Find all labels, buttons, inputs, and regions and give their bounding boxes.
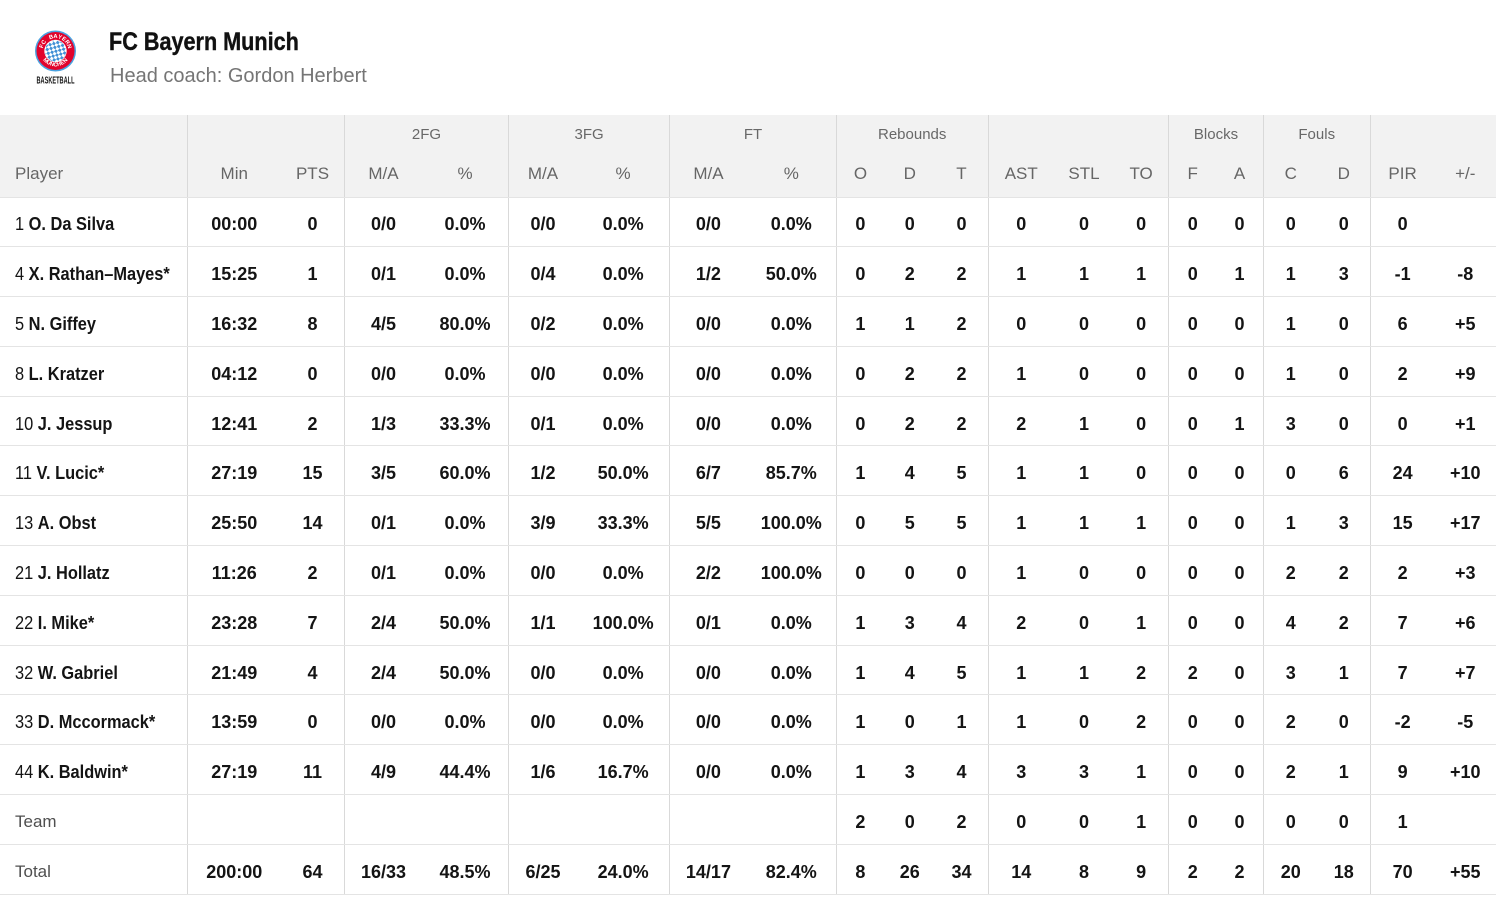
svg-text:M: M: [41, 57, 49, 65]
svg-text:B: B: [48, 34, 54, 41]
svg-text:A: A: [53, 34, 58, 40]
svg-text:N: N: [65, 44, 72, 50]
svg-text:F: F: [39, 43, 46, 49]
svg-text:H: H: [57, 61, 62, 68]
svg-text:C: C: [54, 62, 58, 68]
svg-text:Ü: Ü: [45, 59, 52, 67]
svg-text:E: E: [60, 36, 67, 43]
svg-text:N: N: [62, 57, 69, 64]
svg-text:R: R: [63, 39, 71, 47]
svg-text:E: E: [60, 60, 66, 67]
svg-text:C: C: [41, 39, 49, 47]
svg-text:Y: Y: [57, 34, 63, 41]
svg-text:N: N: [49, 61, 54, 68]
svg-text:BASKETBALL: BASKETBALL: [37, 74, 75, 86]
